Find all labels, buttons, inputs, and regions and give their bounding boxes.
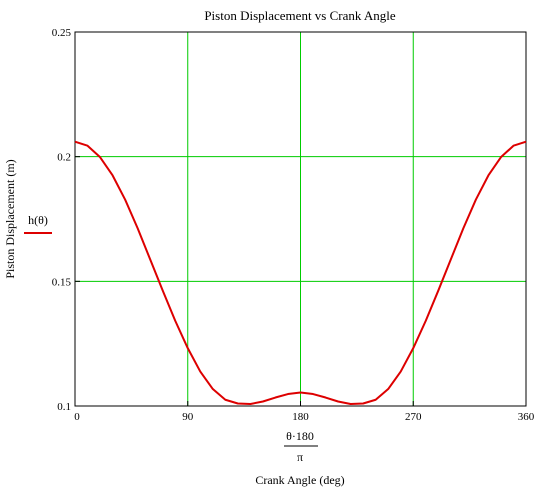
x-tick-label: 0 [74,411,80,423]
y-tick-label: 0.25 [52,27,72,39]
y-axis-label: Piston Displacement (m) [3,159,17,278]
x-expr-numerator: θ·180 [286,429,314,443]
x-tick-label: 360 [518,411,535,423]
x-tick-label: 270 [405,411,422,423]
x-axis-label: Crank Angle (deg) [255,473,344,487]
series-group [74,140,527,406]
grid [75,32,526,406]
chart-title: Piston Displacement vs Crank Angle [204,8,396,23]
tick-marks [74,31,527,407]
x-tick-labels: 0 90 180 270 360 [74,411,535,423]
series-line [74,140,527,406]
legend-label: h(θ) [28,213,48,227]
x-tick-label: 180 [292,411,309,423]
y-tick-labels: 0.1 0.15 0.2 0.25 [52,27,72,413]
y-tick-label: 0.15 [52,276,72,288]
y-tick-label: 0.1 [57,401,71,413]
y-tick-label: 0.2 [57,152,71,164]
x-tick-label: 90 [182,411,194,423]
x-expr-denominator: π [297,450,303,464]
